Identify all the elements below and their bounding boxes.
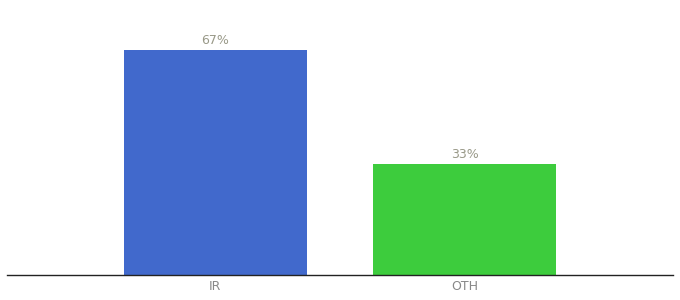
Text: 67%: 67% — [201, 34, 229, 47]
Bar — [124, 50, 307, 274]
Bar — [373, 164, 556, 274]
Text: 33%: 33% — [451, 148, 479, 161]
